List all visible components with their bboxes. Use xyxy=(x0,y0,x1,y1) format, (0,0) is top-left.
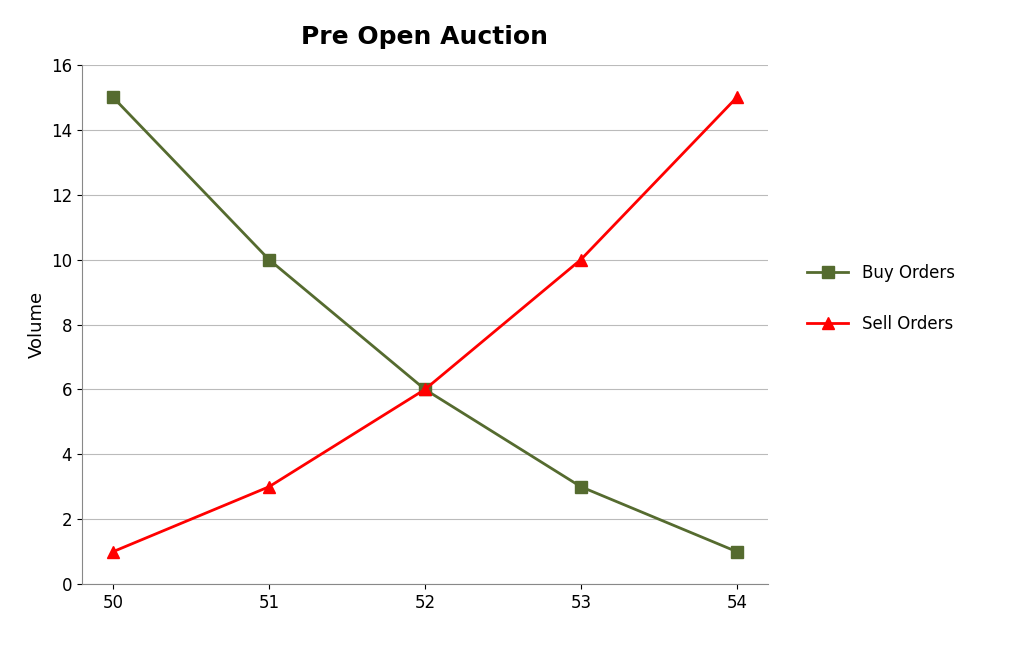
Line: Buy Orders: Buy Orders xyxy=(108,92,742,557)
Buy Orders xyxy=(574,483,587,491)
Legend: Buy Orders, Sell Orders: Buy Orders, Sell Orders xyxy=(791,247,972,350)
Buy Orders xyxy=(263,256,275,263)
Y-axis label: Volume: Volume xyxy=(28,291,45,358)
Sell Orders xyxy=(731,93,743,101)
Sell Orders xyxy=(419,386,431,393)
Title: Pre Open Auction: Pre Open Auction xyxy=(301,25,549,49)
Sell Orders xyxy=(574,256,587,263)
Sell Orders xyxy=(106,548,119,556)
Buy Orders xyxy=(106,93,119,101)
Line: Sell Orders: Sell Orders xyxy=(108,92,742,557)
Sell Orders xyxy=(263,483,275,491)
Buy Orders xyxy=(419,386,431,393)
Buy Orders xyxy=(731,548,743,556)
